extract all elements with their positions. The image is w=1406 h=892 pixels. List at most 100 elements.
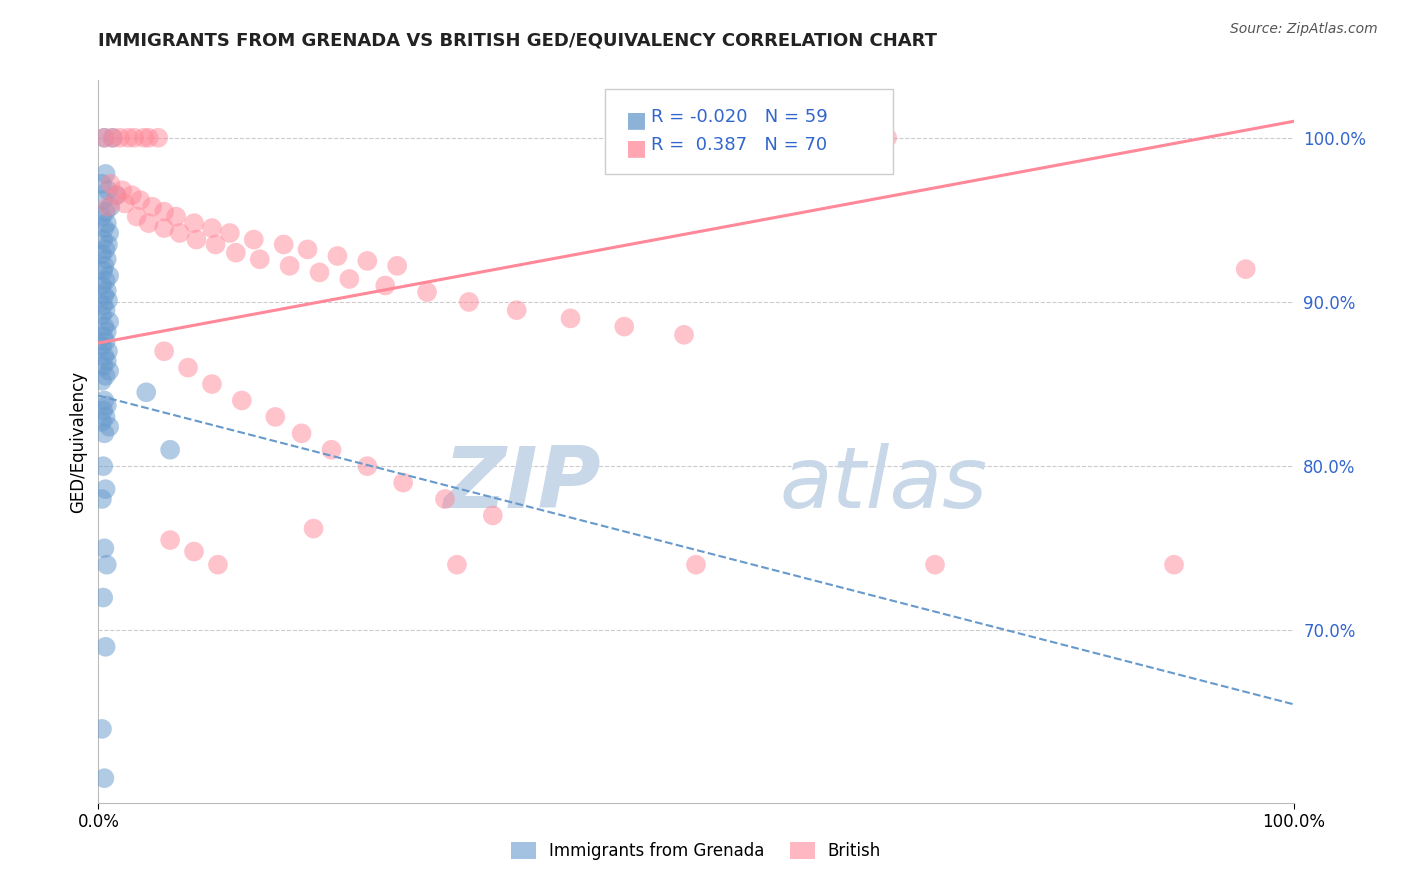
Point: [93, 393, 115, 408]
Point: [96, 354, 118, 368]
Text: R =  0.387   N = 70: R = 0.387 N = 70: [651, 136, 827, 154]
Point: [93, 426, 115, 441]
Point: [93, 259, 115, 273]
Point: [273, 237, 295, 252]
Text: ■: ■: [626, 138, 647, 158]
Point: [93, 319, 115, 334]
Point: [125, 210, 148, 224]
Point: [93, 130, 115, 145]
Point: [98, 177, 122, 191]
Point: [1234, 262, 1257, 277]
Point: [93, 288, 115, 302]
Point: [434, 491, 457, 506]
Point: [356, 459, 378, 474]
Point: [91, 264, 114, 278]
Point: [91, 491, 114, 506]
Point: [780, 130, 803, 145]
Point: [560, 311, 582, 326]
Point: [91, 298, 114, 312]
Point: [183, 216, 205, 230]
Point: [613, 319, 636, 334]
Point: [98, 419, 121, 434]
Point: [673, 327, 696, 342]
Point: [97, 200, 120, 214]
Point: [339, 272, 361, 286]
Point: [153, 204, 176, 219]
Point: [91, 247, 114, 261]
Legend: Immigrants from Grenada, British: Immigrants from Grenada, British: [505, 835, 887, 867]
Point: [94, 368, 117, 383]
Point: [97, 237, 120, 252]
Point: [204, 237, 226, 252]
Point: [841, 130, 863, 145]
Point: [94, 334, 117, 349]
Point: [96, 216, 118, 230]
Point: [264, 409, 287, 424]
Point: [177, 360, 200, 375]
Point: [249, 252, 271, 267]
Point: [153, 221, 176, 235]
Point: [321, 442, 343, 457]
Point: [129, 193, 152, 207]
Point: [91, 339, 114, 353]
Point: [108, 130, 131, 145]
Point: [91, 722, 114, 736]
Point: [385, 259, 409, 273]
Point: [138, 216, 160, 230]
Point: [94, 204, 117, 219]
Point: [105, 188, 128, 202]
Point: [231, 393, 253, 408]
Point: [91, 177, 114, 191]
Point: [159, 442, 181, 457]
Point: [98, 226, 121, 240]
Point: [291, 426, 314, 441]
Point: [96, 284, 118, 298]
Point: [97, 344, 120, 359]
Point: [94, 303, 117, 318]
Point: [98, 200, 122, 214]
Text: R = -0.020   N = 59: R = -0.020 N = 59: [651, 108, 828, 126]
Point: [153, 344, 176, 359]
Point: [458, 295, 481, 310]
Point: [201, 221, 224, 235]
Point: [685, 558, 707, 572]
Point: [101, 130, 124, 145]
Point: [94, 167, 117, 181]
Point: [91, 329, 114, 343]
Point: [1163, 558, 1185, 572]
Point: [98, 364, 121, 378]
Point: [141, 200, 163, 214]
Point: [91, 459, 114, 474]
Point: [278, 259, 301, 273]
Point: [96, 398, 118, 412]
Text: Source: ZipAtlas.com: Source: ZipAtlas.com: [1230, 22, 1378, 37]
Point: [93, 541, 115, 556]
Point: [94, 640, 117, 654]
Point: [91, 374, 114, 388]
Point: [91, 308, 114, 322]
Point: [374, 278, 396, 293]
Point: [876, 130, 898, 145]
Text: IMMIGRANTS FROM GRENADA VS BRITISH GED/EQUIVALENCY CORRELATION CHART: IMMIGRANTS FROM GRENADA VS BRITISH GED/E…: [98, 31, 938, 49]
Point: [91, 233, 114, 247]
Point: [326, 249, 349, 263]
Point: [169, 226, 191, 240]
Point: [98, 315, 121, 329]
Point: [111, 183, 134, 197]
Point: [207, 558, 229, 572]
Point: [94, 243, 117, 257]
Point: [91, 210, 114, 224]
Y-axis label: GED/Equivalency: GED/Equivalency: [69, 370, 87, 513]
Point: [165, 210, 187, 224]
Point: [297, 243, 319, 257]
Point: [93, 221, 115, 235]
Point: [506, 303, 529, 318]
Point: [101, 130, 124, 145]
Point: [91, 403, 114, 417]
Point: [96, 252, 118, 267]
Point: [98, 268, 121, 283]
Point: [96, 558, 118, 572]
Point: [225, 245, 247, 260]
Point: [416, 285, 439, 299]
Point: [446, 558, 468, 572]
